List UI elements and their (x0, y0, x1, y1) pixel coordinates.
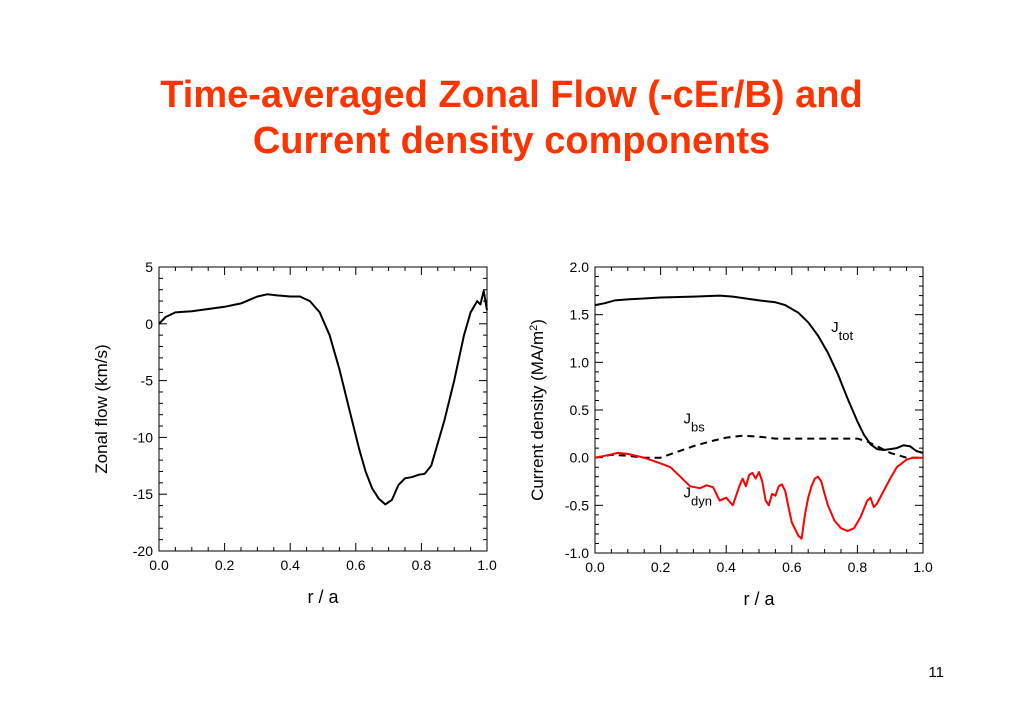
series-line-1 (158, 289, 488, 506)
series-annotation-bs: Jbs (684, 410, 706, 434)
x-tick-label: 0.8 (848, 559, 868, 575)
series-line-3 (594, 451, 923, 540)
series-line-1 (594, 294, 924, 454)
y-tick-label: -20 (133, 543, 153, 559)
x-tick-label: 0.2 (651, 559, 671, 575)
x-axis-label: r / a (307, 587, 339, 607)
y-tick-label: -0.5 (565, 497, 589, 513)
y-tick-label: 1.0 (570, 354, 590, 370)
x-tick-label: 1.0 (477, 557, 497, 573)
x-tick-label: 0.4 (280, 557, 300, 573)
y-tick-label: 2.0 (570, 259, 590, 275)
slide-title-line-1: Time-averaged Zonal Flow (-cEr/B) and (160, 74, 863, 116)
y-axis-label: Current density (MA/m2) (528, 319, 547, 501)
page-number: 11 (928, 664, 944, 681)
x-tick-label: 0.0 (585, 559, 605, 575)
x-tick-label: 0.6 (782, 559, 802, 575)
x-tick-label: 0.2 (215, 557, 235, 573)
slide-title: Time-averaged Zonal Flow (-cEr/B) and Cu… (0, 72, 1023, 164)
x-tick-label: 1.0 (913, 559, 933, 575)
y-tick-label: 0.5 (570, 402, 590, 418)
x-axis-label: r / a (743, 589, 775, 609)
x-tick-label: 0.6 (346, 557, 366, 573)
y-axis-label: Zonal flow (km/s) (92, 344, 111, 473)
x-tick-label: 0.0 (149, 557, 169, 573)
y-tick-label: 5 (145, 259, 153, 275)
y-tick-label: -5 (141, 373, 154, 389)
y-tick-label: 0.0 (570, 450, 590, 466)
x-tick-label: 0.4 (716, 559, 736, 575)
series-annotation-tot: Jtot (831, 319, 853, 343)
y-tick-label: -10 (133, 429, 153, 445)
y-tick-label: 1.5 (570, 307, 590, 323)
y-tick-label: -15 (133, 486, 153, 502)
current-density-chart: 0.0 0.2 0.4 0.6 0.8 1.0 2.0 1.5 1.0 0.5 0.0 -0.5 -1.… (528, 259, 933, 609)
series-line-2 (594, 434, 923, 459)
plot-frame (594, 266, 924, 554)
slide-title-line-2: Current density components (252, 120, 771, 162)
zonal-flow-chart: 0.0 0.2 0.4 0.6 0.8 1.0 5 0 -5 -10 -15 -20 r / a Zona… (92, 259, 497, 607)
x-tick-label: 0.8 (412, 557, 432, 573)
y-tick-label: 0 (145, 316, 153, 332)
y-tick-label: -1.0 (565, 545, 589, 561)
series-annotation-dyn: Jdyn (684, 485, 712, 509)
